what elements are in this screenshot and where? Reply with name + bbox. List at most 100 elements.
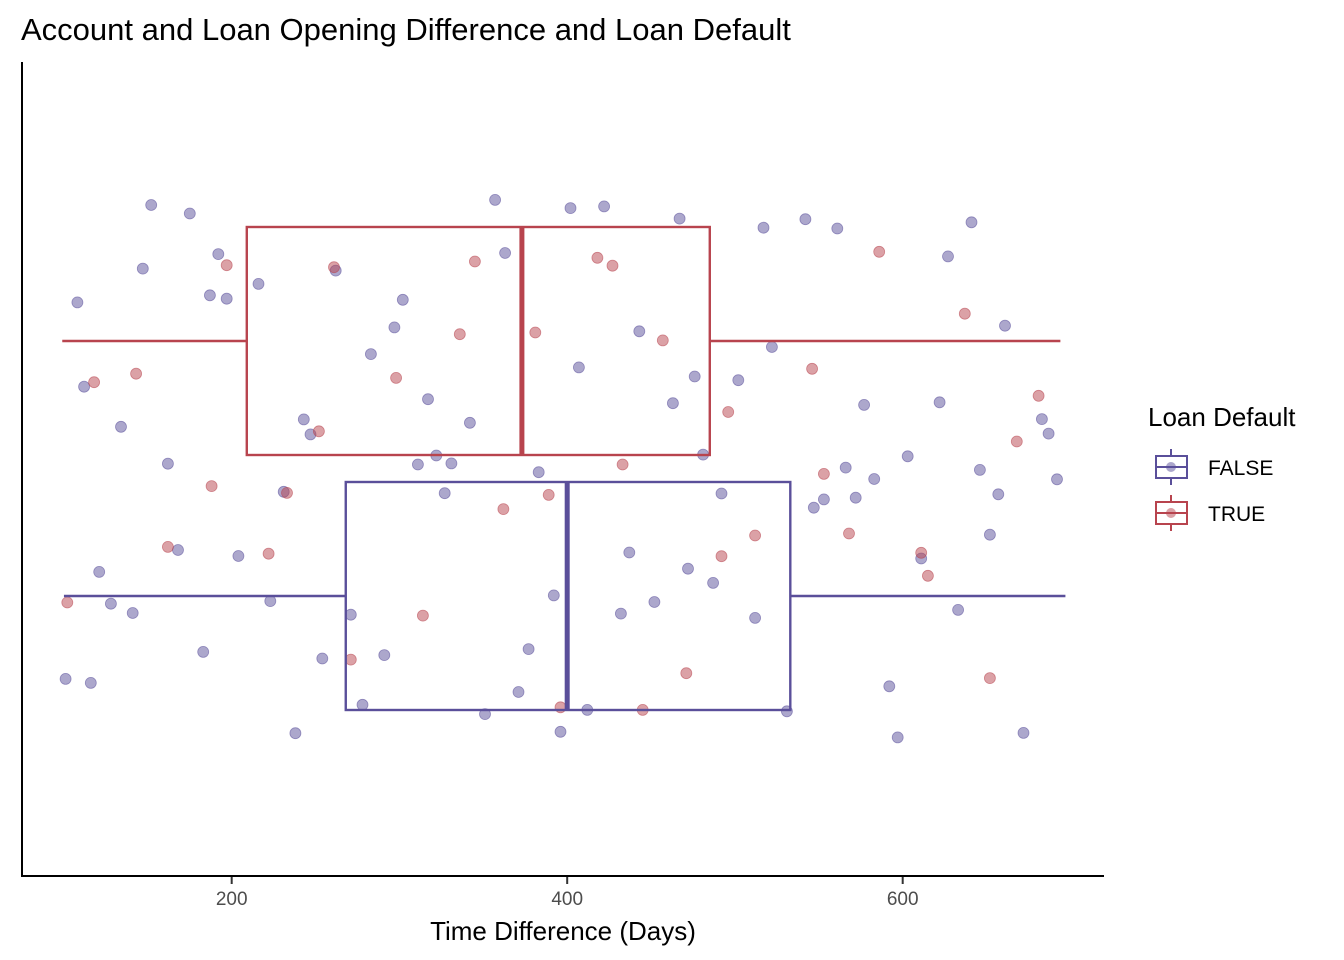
point-true [656,334,669,347]
point-false [78,380,90,393]
point-false [868,473,881,485]
point-false [145,199,158,211]
x-tick-label: 200 [216,889,248,910]
point-true [873,245,886,258]
point-false [396,293,409,306]
point-false [316,652,329,665]
point-false [633,325,646,338]
point-false [573,361,585,374]
point-false [445,457,458,470]
point-false [554,725,567,738]
point-false [799,213,812,226]
point-false [1017,727,1030,739]
point-false [356,698,369,711]
chart-title: Account and Loan Opening Difference and … [21,12,791,47]
point-true [922,569,934,582]
point-false [212,248,225,261]
point-true [61,596,74,609]
point-false [818,493,830,506]
point-false [682,562,694,575]
point-false [489,193,502,206]
point-true [161,541,174,553]
point-false [688,370,701,383]
point-false [115,420,127,433]
point-false [615,607,627,620]
point-false [422,393,434,406]
point-false [598,200,610,213]
point-true [915,546,928,559]
point-false [364,348,377,361]
point-true [715,550,728,563]
point-false [297,413,310,426]
x-axis-label: Time Difference (Days) [430,916,696,946]
point-false [378,649,391,661]
point-false [858,398,870,411]
point-true [205,480,218,493]
point-false [71,296,84,309]
box-true [245,225,711,457]
point-false [891,731,904,744]
point-true [262,547,275,560]
point-false [757,221,770,234]
point-false [1042,427,1055,440]
point-true [416,609,429,622]
point-true [220,259,233,272]
point-false [1051,473,1063,486]
point-false [715,487,728,500]
legend-point [1166,508,1176,518]
x-tick-label: 600 [887,889,919,910]
point-false [965,216,978,229]
legend-label: FALSE [1208,457,1273,480]
point-true [328,261,340,274]
point-false [220,292,233,305]
point-false [512,686,525,698]
point-false [252,277,265,290]
point-true [958,307,971,320]
point-false [849,491,862,504]
point-false [673,212,686,225]
point-false [901,450,914,463]
point-false [59,673,72,685]
point-false [289,727,302,740]
point-false [766,341,778,353]
point-true [529,326,542,339]
point-false [952,604,964,616]
point-false [564,202,577,215]
point-false [839,461,852,474]
point-true [88,376,100,389]
point-true [722,406,735,418]
point-true [281,486,293,499]
point-true [453,328,466,341]
point-false [984,528,996,541]
point-false [126,607,139,619]
point-true [542,488,555,501]
legend-title: Loan Default [1148,402,1296,432]
point-false [749,612,761,624]
point-false [93,566,106,578]
point-false [438,487,451,500]
point-true [606,259,619,272]
point-false [463,416,476,429]
point-false [707,577,719,589]
point-true [806,362,818,375]
point-false [999,319,1011,332]
point-false [264,595,277,607]
x-axis-ticks: 200 400 600 [216,877,919,910]
point-false [532,466,545,479]
legend-label: TRUE [1208,503,1265,526]
point-false [203,289,216,302]
point-false [161,457,174,470]
point-false [84,677,97,689]
point-false [831,222,844,235]
point-false [499,247,512,259]
legend-point [1166,462,1176,472]
point-false [883,680,896,693]
point-false [197,646,210,658]
plot-area [59,193,1066,744]
point-false [942,250,954,263]
point-false [411,458,424,471]
point-false [992,488,1005,501]
point-false [172,544,184,556]
point-false [667,397,679,410]
